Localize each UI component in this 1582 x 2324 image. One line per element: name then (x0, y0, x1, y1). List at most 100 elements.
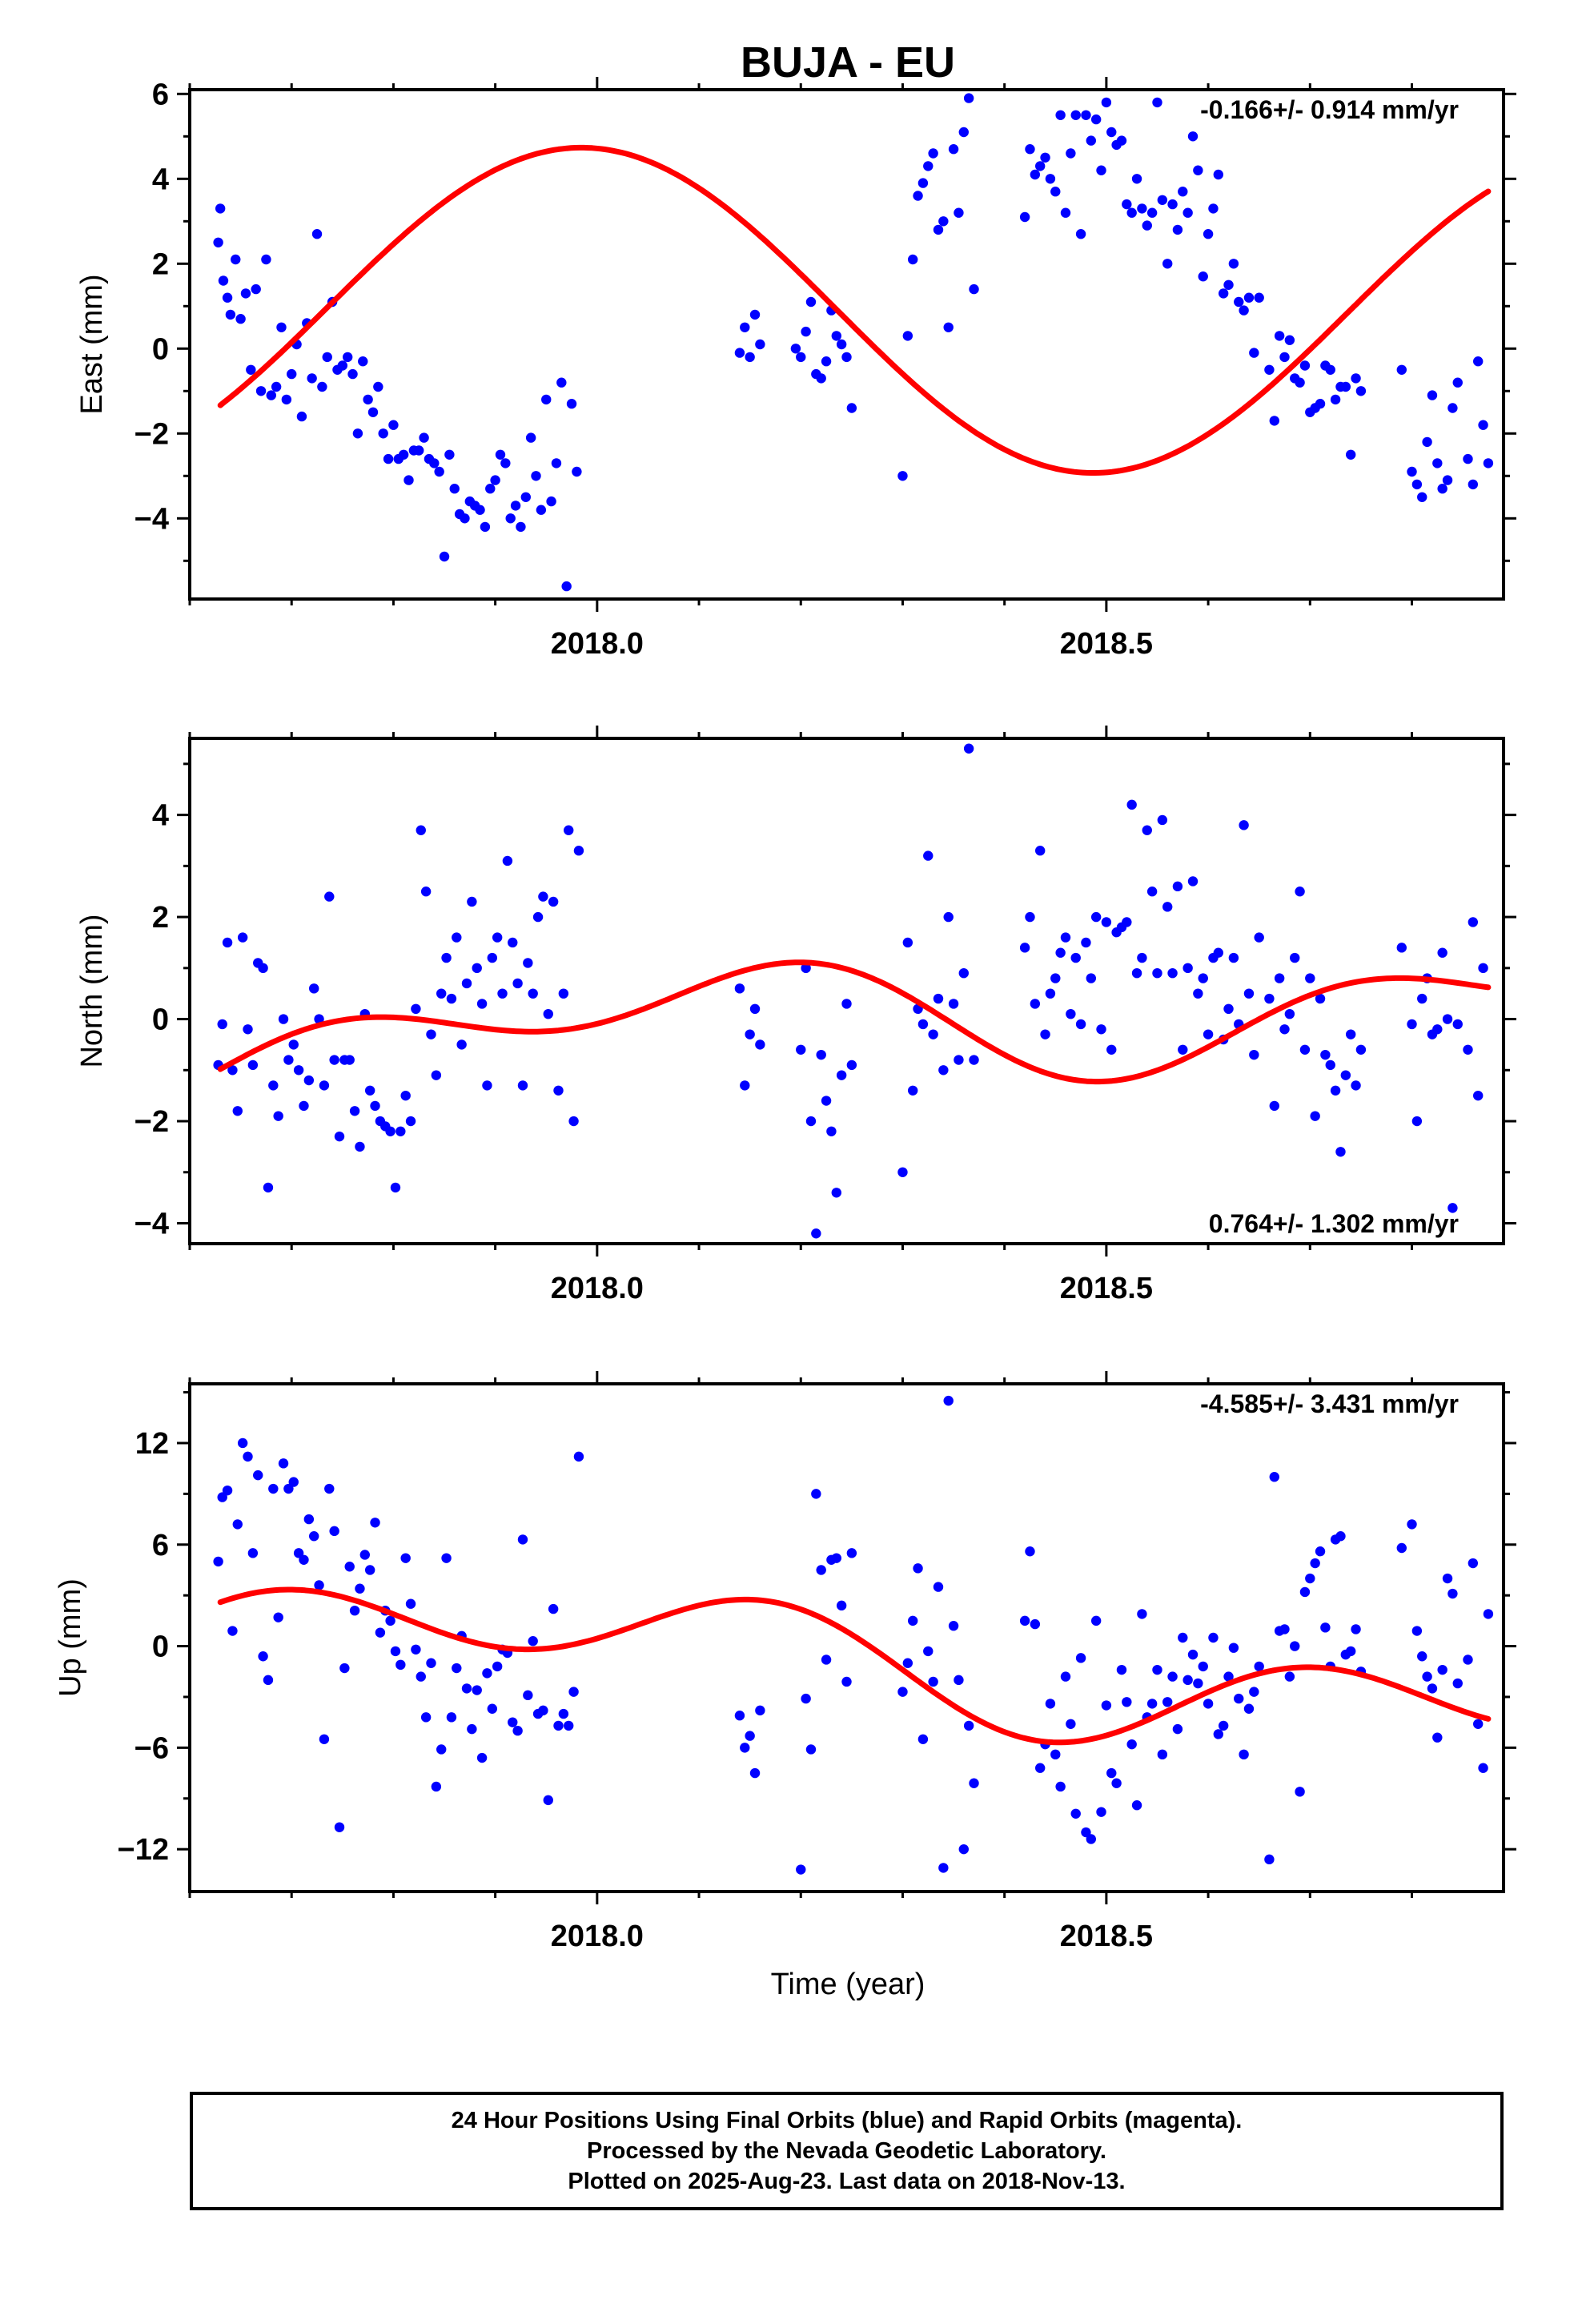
east-data-point (1122, 199, 1132, 210)
up-data-point (288, 1477, 299, 1487)
up-data-point (543, 1795, 553, 1806)
up-data-point (436, 1744, 447, 1755)
north-y-tick-label: 0 (152, 1003, 169, 1037)
north-data-point (954, 1055, 964, 1065)
north-data-point (1437, 947, 1447, 958)
north-data-point (308, 983, 319, 994)
east-data-point (566, 399, 577, 409)
east-data-point (1055, 110, 1066, 120)
north-data-point (1122, 917, 1132, 927)
east-data-point (1447, 403, 1458, 413)
north-data-point (1279, 1024, 1290, 1035)
east-data-point (948, 144, 959, 155)
up-data-point (1193, 1678, 1203, 1689)
up-data-point (1335, 1531, 1346, 1542)
up-data-point (319, 1734, 330, 1744)
north-data-point (1137, 952, 1147, 963)
east-data-point (790, 344, 801, 354)
east-data-point (516, 521, 526, 533)
east-data-point (1437, 484, 1447, 494)
north-data-point (1330, 1085, 1341, 1096)
up-y-tick-label: 0 (152, 1630, 169, 1664)
north-data-point (467, 896, 477, 907)
east-data-point (1407, 466, 1417, 477)
up-data-point (913, 1563, 923, 1574)
north-data-point (237, 932, 248, 943)
up-data-point (1025, 1546, 1035, 1557)
east-data-point (281, 394, 292, 405)
north-data-point (1162, 902, 1173, 912)
east-data-point (734, 348, 745, 358)
up-y-tick-label: 12 (135, 1427, 169, 1461)
east-data-point (1325, 364, 1335, 375)
north-data-point (1335, 1147, 1346, 1157)
up-data-point (1239, 1749, 1249, 1760)
east-data-point (235, 314, 246, 324)
east-data-point (347, 368, 358, 380)
up-data-point (268, 1483, 279, 1494)
north-data-point (416, 825, 426, 835)
north-data-point (801, 963, 811, 974)
up-data-point (969, 1778, 979, 1788)
east-data-point (1249, 348, 1259, 358)
up-data-point (1249, 1687, 1259, 1697)
up-data-point (836, 1600, 847, 1611)
north-data-point (523, 958, 533, 968)
north-data-point (385, 1126, 396, 1136)
north-data-point (1484, 0, 1493, 5)
north-data-point (1060, 932, 1071, 943)
up-data-point (1427, 1683, 1438, 1694)
up-rate-text: -4.585+/- 3.431 mm/yr (1200, 1389, 1459, 1418)
x-axis-label: Time (year) (771, 1968, 926, 2001)
north-data-point (334, 1131, 345, 1142)
north-data-point (487, 952, 498, 963)
north-data-point (1070, 952, 1081, 963)
up-data-point (299, 1554, 309, 1565)
north-data-point (1452, 1019, 1463, 1030)
up-data-point (482, 1668, 492, 1679)
east-data-point (222, 292, 233, 303)
east-data-point (1137, 203, 1147, 214)
up-data-point (1106, 1767, 1117, 1779)
up-data-point (1295, 1787, 1305, 1797)
east-data-point (1284, 335, 1295, 345)
north-data-point (573, 846, 584, 856)
east-data-point (1167, 199, 1178, 210)
up-data-point (1090, 1615, 1102, 1626)
north-data-point (816, 1049, 826, 1060)
up-data-point (1213, 1729, 1224, 1739)
footer-line-2: Processed by the Nevada Geodetic Laborat… (587, 2138, 1106, 2164)
east-data-point (963, 93, 974, 103)
north-data-point (370, 1100, 380, 1112)
east-data-point (740, 322, 750, 332)
east-data-point (1228, 259, 1239, 269)
east-data-point (954, 207, 964, 218)
north-data-point (492, 932, 503, 943)
north-data-point (969, 1055, 979, 1065)
east-data-area (213, 93, 1494, 592)
east-y-tick-label: −2 (135, 417, 169, 451)
north-y-tick-label: −4 (135, 1208, 169, 1241)
north-data-point (232, 1106, 243, 1116)
up-data-point (324, 1483, 335, 1494)
up-data-point (1422, 1671, 1432, 1682)
east-data-point (261, 254, 271, 265)
up-data-point (553, 1720, 564, 1731)
east-x-tick-label: 2018.5 (1060, 627, 1153, 661)
north-data-point (278, 1014, 289, 1024)
north-data-point (1411, 1116, 1423, 1127)
north-data-point (1203, 1029, 1214, 1039)
north-data-point (1254, 932, 1264, 943)
up-data-point (958, 1844, 969, 1855)
north-data-point (1355, 1044, 1367, 1055)
east-data-point (434, 466, 444, 477)
up-data-point (314, 1580, 324, 1590)
north-data-point (907, 1085, 918, 1096)
east-data-point (1243, 292, 1255, 303)
east-data-point (897, 471, 908, 481)
up-data-point (273, 1612, 283, 1622)
east-data-point (796, 352, 806, 363)
north-data-point (1432, 1024, 1443, 1035)
east-data-point (816, 373, 826, 384)
east-data-point (1452, 377, 1463, 388)
